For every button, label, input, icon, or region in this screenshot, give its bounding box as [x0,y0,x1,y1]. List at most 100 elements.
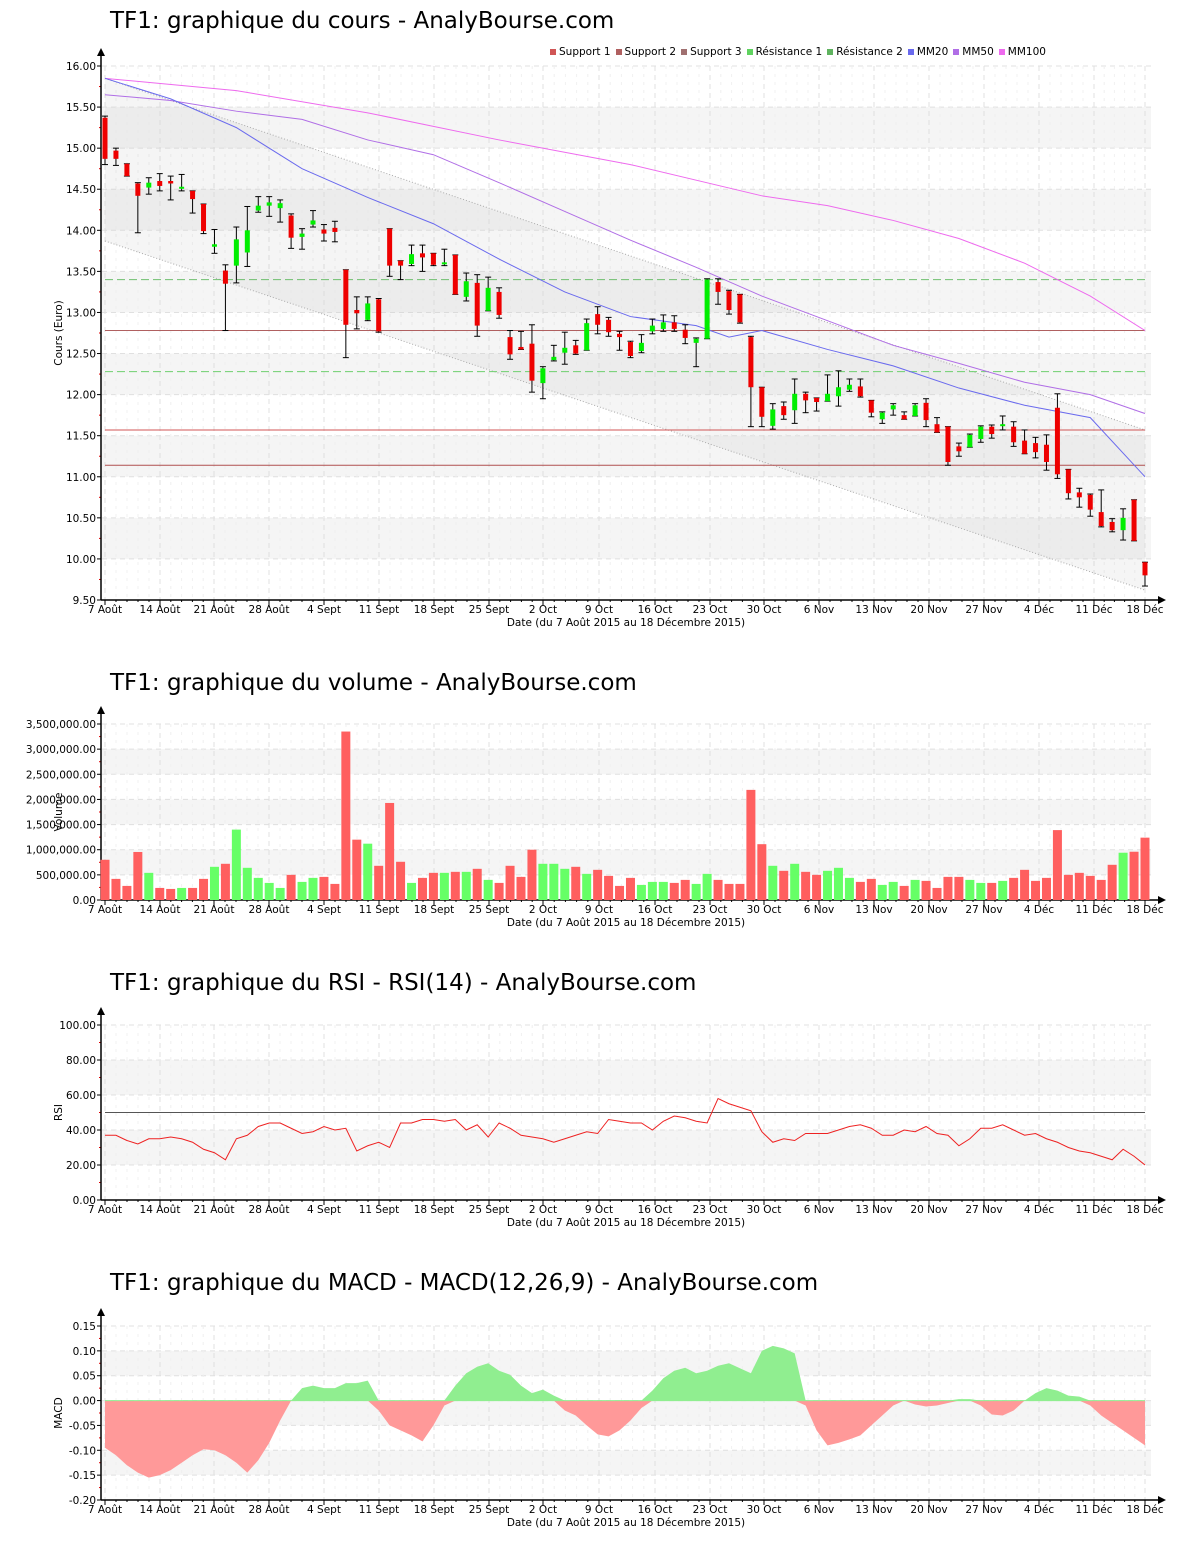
volume-bar [385,802,395,900]
candle [1021,429,1028,455]
volume-bar [790,863,800,900]
candle [835,370,842,407]
volume-bar [735,883,745,900]
x-tick-label: 25 Sept [469,1204,510,1216]
candle [255,196,262,213]
x-tick-label: 16 Oct [638,904,673,916]
y-tick-label: 0.00 [73,1396,96,1408]
candle [890,403,897,416]
y-tick-label: 10.00 [66,554,96,566]
candle [944,426,951,466]
x-tick-label: 14 Août [140,604,181,616]
volume-bar [1009,877,1019,900]
volume-bar [757,844,767,900]
volume-bar [910,879,920,900]
volume-bar [921,880,931,900]
x-tick-label: 7 Août [88,604,122,616]
legend-item: MM20 [907,46,948,58]
candle [112,147,119,166]
volume-bar [374,865,384,900]
candle [353,296,360,330]
y-axis-title: Cours (Euro) [53,300,65,366]
rsi-line [105,1097,1146,1166]
volume-bar [713,879,723,900]
y-tick-label: 3,500,000.00 [26,719,96,731]
x-axis-title: Date (du 7 Août 2015 au 18 Décembre 2015… [507,1517,745,1529]
x-tick-label: 11 Sept [359,604,400,616]
x-tick-label: 2 Oct [529,604,557,616]
volume-bar [1041,877,1051,900]
candle [912,403,919,417]
volume-bar [100,859,110,900]
candle [999,415,1006,431]
candle [824,374,831,402]
x-tick-label: 21 Août [194,604,235,616]
rsi-chart: 0.00 20.00 40.00 60.00 80.00 100.00 7 Août 14 A… [53,1007,1166,1229]
volume-bar [538,863,548,900]
volume-bar [899,885,909,900]
y-tick-label: 100.00 [59,1020,96,1032]
candle [288,213,295,249]
volume-bar [1107,864,1117,900]
candle [780,401,787,420]
volume-bar [439,872,449,900]
y-axis-arrow-icon [97,1007,105,1015]
y-axis-title: Volume [53,792,65,831]
volume-bar [1129,851,1139,900]
volume-bar [363,843,373,900]
y-tick-label: 0.10 [73,1346,96,1358]
y-tick-label: 13.50 [66,266,96,278]
x-tick-label: 21 Août [194,1504,235,1516]
x-tick-label: 14 Août [140,1504,181,1516]
volume-bar [286,874,296,900]
y-tick-label: 14.00 [66,225,96,237]
x-tick-label: 7 Août [88,1504,122,1516]
x-tick-label: 13 Nov [855,604,892,616]
volume-bar [844,877,854,900]
legend-swatch-icon [827,49,834,55]
candle [123,163,130,177]
legend-item: MM50 [953,46,994,58]
volume-bar [1118,852,1128,900]
volume-bar [1020,869,1030,900]
x-tick-label: 18 Sept [414,1204,455,1216]
volume-bar [636,884,646,900]
x-tick-label: 4 Sept [307,604,341,616]
volume-bar [231,829,241,900]
price-chart: 9.50 10.00 10.50 11.00 11.50 12.00 12.50 13.00 1… [53,48,1166,629]
y-tick-label: 12.50 [66,349,96,361]
x-tick-label: 20 Nov [910,1204,947,1216]
volume-bar [396,861,406,900]
x-tick-label: 11 Sept [359,1504,400,1516]
candle [923,398,930,428]
volume-bar [527,849,537,900]
y-tick-label: -0.10 [69,1445,96,1457]
x-tick-label: 11 Déc [1075,1204,1112,1216]
volume-bar [647,881,657,900]
volume-bar [450,871,460,900]
x-tick-label: 30 Oct [747,1204,782,1216]
y-tick-label: -0.15 [69,1470,96,1482]
candle [200,203,207,235]
legend-item: Support 3 [681,46,742,58]
volume-bar [1052,830,1062,900]
x-tick-label: 23 Oct [693,904,728,916]
volume-bar [877,884,887,900]
volume-bar [625,877,635,900]
volume-bar [428,872,438,900]
legend-label: Résistance 2 [836,46,903,58]
volume-bar [669,882,679,900]
x-tick-label: 20 Nov [910,904,947,916]
x-tick-label: 30 Oct [747,1504,782,1516]
price-chart-title: TF1: graphique du cours - AnalyBourse.co… [110,8,615,34]
volume-bar [866,878,876,900]
x-tick-label: 20 Nov [910,604,947,616]
x-tick-label: 9 Oct [585,1204,613,1216]
x-tick-label: 18 Déc [1126,1204,1163,1216]
candle [879,411,886,424]
candle [605,316,612,337]
grid-band [102,1060,1151,1095]
y-tick-label: 15.50 [66,102,96,114]
y-axis-arrow-icon [97,48,105,56]
candle [222,264,229,332]
